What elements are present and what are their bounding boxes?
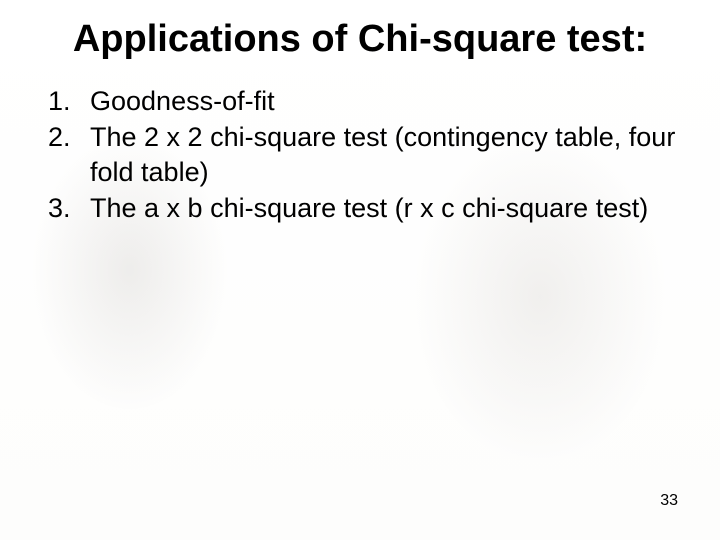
list-item-text: The 2 x 2 chi-square test (contingency t… <box>90 122 675 187</box>
page-number: 33 <box>660 492 678 510</box>
list-item: The a x b chi-square test (r x c chi-squ… <box>48 191 686 226</box>
list-item: The 2 x 2 chi-square test (contingency t… <box>48 120 686 189</box>
list-item-text: Goodness-of-fit <box>90 86 275 116</box>
applications-list: Goodness-of-fit The 2 x 2 chi-square tes… <box>34 84 686 226</box>
list-item-text: The a x b chi-square test (r x c chi-squ… <box>90 193 648 223</box>
slide-title: Applications of Chi-square test: <box>34 18 686 62</box>
slide-container: Applications of Chi-square test: Goodnes… <box>0 0 720 540</box>
list-item: Goodness-of-fit <box>48 84 686 119</box>
